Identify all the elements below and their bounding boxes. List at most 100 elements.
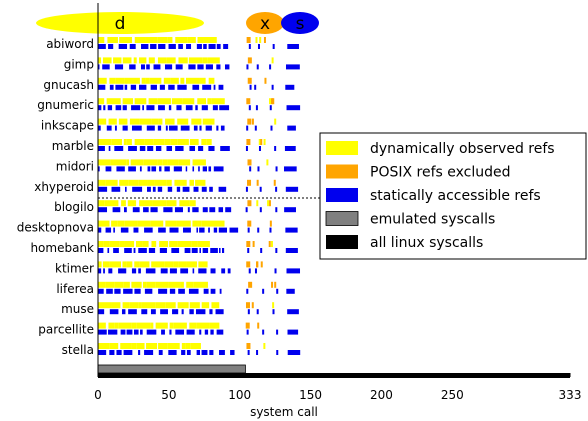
row-label-marble: marble [52,139,94,153]
static-ref-segment [141,309,148,315]
dynamic-ref-segment [260,139,263,145]
static-ref-segment [257,166,260,172]
dynamic-ref-segment [158,118,163,125]
static-ref-segment [175,329,185,335]
static-ref-segment [256,309,259,315]
static-ref-segment [210,329,214,335]
static-ref-segment [221,268,226,274]
static-ref-segment [287,329,299,335]
dynamic-ref-segment [124,241,135,247]
dynamic-ref-segment [211,302,220,309]
dynamic-ref-segment [148,98,158,105]
dynamic-ref-segment [103,241,110,247]
static-ref-segment [285,248,298,253]
dynamic-ref-segment [157,98,171,105]
dynamic-ref-segment [263,139,266,145]
x-tick-label: 100 [228,388,251,402]
dynamic-ref-segment [155,281,169,288]
static-ref-segment [213,84,216,90]
static-ref-segment [218,227,228,233]
legend-box [319,132,587,260]
static-ref-segment [139,166,142,172]
static-ref-segment [205,125,212,131]
static-ref-segment [285,64,300,70]
static-ref-segment [168,84,175,90]
static-ref-segment [227,268,231,274]
static-ref-segment [256,350,259,355]
dynamic-ref-segment [129,118,136,125]
dynamic-ref-segment [259,37,262,43]
dynamic-ref-segment [166,200,177,207]
static-ref-segment [169,227,179,233]
x-tick-label: 150 [299,388,322,402]
dynamic-ref-segment [163,77,171,84]
static-ref-segment [158,288,168,294]
static-ref-segment [202,248,209,253]
row-label-gnucash: gnucash [43,78,94,92]
static-ref-segment [107,248,110,253]
static-ref-segment [248,268,251,274]
static-ref-segment [218,186,227,192]
static-ref-segment [199,248,201,253]
dynamic-ref-segment [151,261,165,268]
row-muse [98,302,299,315]
static-ref-segment [129,64,136,70]
static-ref-segment [247,248,250,253]
dynamic-ref-segment [128,179,139,186]
dynamic-ref-segment [134,98,147,105]
static-ref-segment [128,166,136,172]
static-ref-segment [202,84,212,90]
dynamic-ref-segment [199,77,206,84]
static-ref-segment [109,84,114,90]
static-ref-segment [256,64,259,70]
static-ref-segment [98,207,108,213]
x-tick-label: 250 [441,388,464,402]
static-ref-segment [168,350,177,355]
static-ref-segment [247,350,250,355]
static-ref-segment [193,125,198,131]
dynamic-ref-segment [272,98,275,105]
static-ref-segment [130,84,137,90]
static-ref-segment [172,309,179,315]
static-ref-segment [287,44,299,49]
static-ref-segment [215,309,224,315]
dynamic-ref-segment [188,57,203,64]
posix-excluded-segment [248,281,253,288]
static-ref-segment [212,105,218,111]
dynamic-ref-segment [126,261,133,268]
static-ref-segment [148,248,156,253]
dynamic-ref-segment [98,159,111,166]
static-ref-segment [133,248,136,253]
static-ref-segment [230,350,235,355]
dynamic-ref-segment [186,281,194,288]
dynamic-ref-segment [109,241,120,247]
static-ref-segment [150,309,156,315]
static-ref-segment [248,44,251,49]
dynamic-ref-segment [109,261,122,268]
dynamic-ref-segment [98,302,112,309]
dynamic-ref-segment [209,322,220,329]
static-ref-segment [287,350,301,355]
dynamic-ref-segment [131,322,137,329]
dynamic-ref-segment [164,139,171,145]
static-ref-segment [178,44,183,49]
dynamic-ref-segment [207,98,212,105]
static-ref-segment [209,350,214,355]
dynamic-ref-segment [104,200,119,207]
static-ref-segment [195,105,198,111]
dynamic-ref-segment [102,57,112,64]
static-ref-segment [287,125,296,131]
dynamic-ref-segment [177,118,189,125]
region-bubble-label: x [260,14,270,34]
dynamic-ref-segment [154,179,167,186]
row-homebank [98,241,298,253]
row-gimp [98,57,300,70]
static-ref-segment [150,84,157,90]
dynamic-ref-segment [167,159,179,166]
dynamic-ref-segment [180,77,185,84]
static-ref-segment [255,105,258,111]
dynamic-ref-segment [113,57,122,64]
dynamic-ref-segment [153,139,165,145]
dynamic-ref-segment [136,343,145,349]
posix-excluded-segment [246,139,251,145]
